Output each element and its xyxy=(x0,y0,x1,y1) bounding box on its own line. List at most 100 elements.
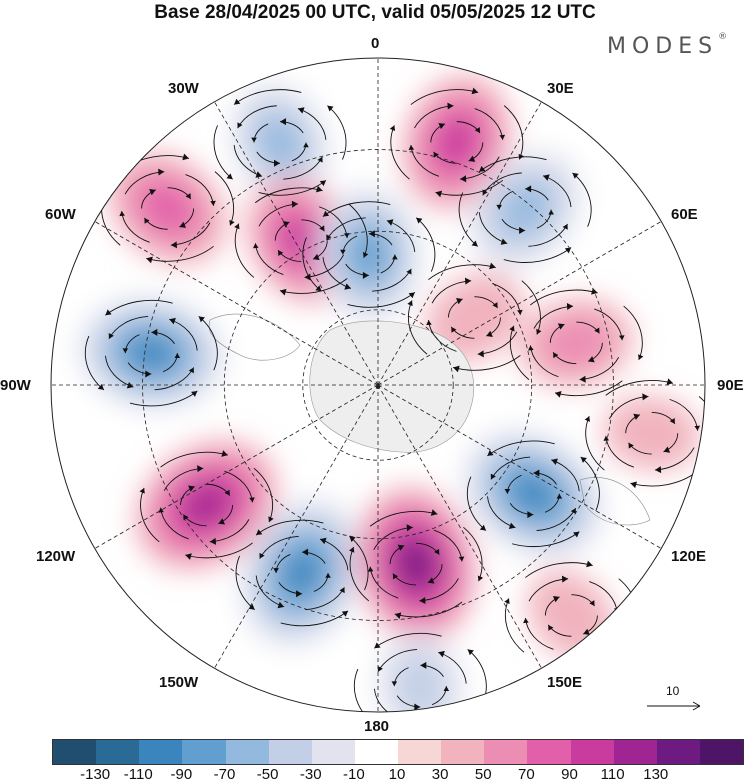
wind-arrowhead xyxy=(344,283,351,290)
wind-streamline xyxy=(428,264,496,280)
wind-streamline xyxy=(373,688,403,712)
anomaly-contour xyxy=(425,272,524,363)
wind-arrowhead xyxy=(527,511,534,519)
colorbar-tick-label: -70 xyxy=(213,766,236,783)
colorbar-swatch xyxy=(484,740,528,764)
wind-arrowhead xyxy=(274,159,281,167)
wind-arrowhead xyxy=(633,413,640,421)
wind-streamline xyxy=(698,396,705,451)
wind-arrowhead xyxy=(144,217,150,224)
anomaly-contour xyxy=(395,653,446,712)
wind-arrowhead xyxy=(460,724,466,730)
wind-arrowhead xyxy=(304,273,311,281)
colorbar-swatch xyxy=(656,740,700,764)
wind-arrowhead xyxy=(224,489,230,496)
colorbar-swatch xyxy=(441,740,485,764)
wind-arrowhead xyxy=(451,326,457,333)
wind-streamline xyxy=(322,201,391,217)
wind-arrowhead xyxy=(438,122,446,130)
wind-streamline xyxy=(452,354,521,371)
wind-arrowhead xyxy=(374,642,381,649)
wind-arrowhead xyxy=(319,537,327,545)
meridian-line xyxy=(377,221,662,386)
wind-arrowhead xyxy=(327,105,334,112)
colorbar-tick-label: 90 xyxy=(561,766,578,783)
wind-streamline xyxy=(435,179,504,196)
wind-arrowhead xyxy=(209,537,217,545)
wind-arrowhead xyxy=(408,145,415,151)
wind-arrowhead xyxy=(326,234,332,241)
wind-streamline xyxy=(415,217,436,272)
wind-arrowhead xyxy=(603,435,610,441)
wind-arrowhead xyxy=(583,628,590,635)
wind-arrowhead xyxy=(416,217,423,224)
wind-arrowhead xyxy=(574,648,581,656)
wind-streamline xyxy=(214,171,235,226)
wind-arrowhead xyxy=(433,151,439,158)
wind-arrowhead xyxy=(280,118,287,126)
colorbar-tick-label: 50 xyxy=(474,766,492,783)
wind-arrowhead xyxy=(406,524,413,532)
wind-arrowhead xyxy=(548,624,554,631)
wind-arrowhead xyxy=(464,277,472,285)
wind-arrowhead xyxy=(588,356,595,363)
wind-arrowhead xyxy=(630,481,637,489)
wind-arrowhead xyxy=(218,518,225,525)
wind-arrowhead xyxy=(339,587,345,594)
meridian-line xyxy=(214,384,379,669)
wind-arrowhead xyxy=(341,610,349,617)
wind-arrowhead xyxy=(489,262,496,270)
meridian-line xyxy=(94,384,379,549)
wind-arrowhead xyxy=(490,473,496,480)
colorbar-swatch xyxy=(53,740,97,764)
wind-arrowhead xyxy=(394,612,402,619)
wind-streamline xyxy=(258,179,327,196)
map-border xyxy=(50,57,706,713)
wind-streamline xyxy=(198,316,218,371)
wind-arrowhead xyxy=(319,225,325,232)
lon-label-0: 0 xyxy=(371,35,380,52)
wind-arrowhead xyxy=(221,450,228,457)
wind-streamline xyxy=(530,289,598,306)
meridian-line xyxy=(94,221,379,386)
wind-arrowhead xyxy=(471,87,479,95)
wind-arrowhead xyxy=(303,142,309,148)
wind-arrowhead xyxy=(566,302,574,310)
wind-arrowhead xyxy=(100,191,106,198)
wind-streamline xyxy=(347,292,416,308)
wind-arrowhead xyxy=(198,316,205,323)
wind-arrowhead xyxy=(573,531,580,538)
wind-arrowhead xyxy=(638,354,644,360)
wind-arrowhead xyxy=(570,508,576,514)
wind-arrowhead xyxy=(368,230,375,238)
wind-arrowhead xyxy=(508,522,516,530)
anomaly-contour xyxy=(285,553,319,593)
wind-streamline xyxy=(504,598,525,653)
wind-streamline xyxy=(253,467,273,523)
wind-arrowhead xyxy=(392,573,399,580)
wind-arrowhead xyxy=(487,450,494,456)
wind-arrowhead xyxy=(149,188,156,196)
wind-arrowhead xyxy=(252,243,259,249)
wind-streamline xyxy=(503,105,524,160)
wind-arrowhead xyxy=(426,320,432,326)
wind-arrowhead xyxy=(391,681,398,687)
wind-streamline xyxy=(140,487,160,543)
wind-arrowhead xyxy=(427,577,435,584)
wind-arrowhead xyxy=(713,445,718,451)
wind-arrowhead xyxy=(315,185,323,193)
wind-arrowhead xyxy=(188,485,195,492)
wind-arrowhead xyxy=(564,247,572,254)
wind-arrowhead xyxy=(273,568,279,573)
wind-arrowhead xyxy=(528,345,534,351)
wind-arrowhead xyxy=(458,556,465,562)
wind-arrowhead xyxy=(277,601,285,609)
wind-arrowhead xyxy=(420,661,427,669)
colorbar-tick-label: -10 xyxy=(343,766,365,783)
wind-streamline xyxy=(234,223,255,278)
wind-arrowhead xyxy=(479,165,486,172)
wind-arrowhead xyxy=(234,98,241,105)
wind-arrowhead xyxy=(296,590,303,598)
wind-streamline xyxy=(348,203,368,258)
wind-arrowhead xyxy=(434,548,440,555)
